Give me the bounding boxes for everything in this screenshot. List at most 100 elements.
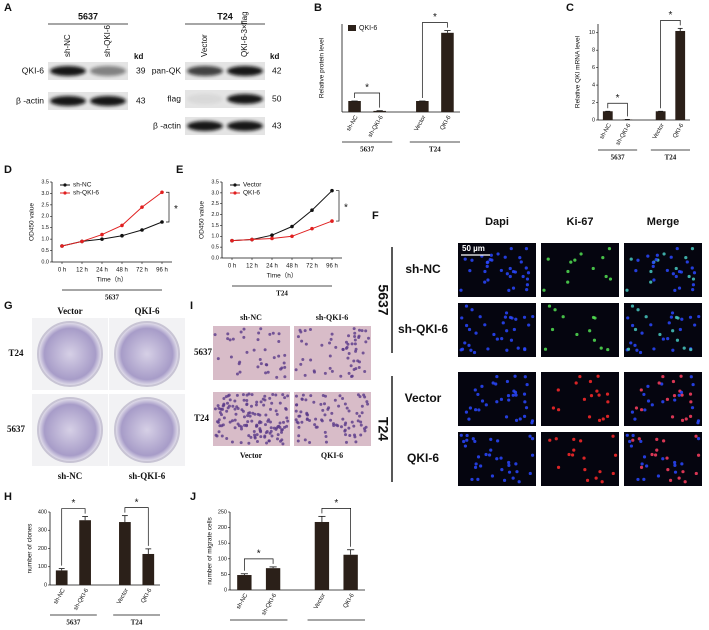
migrated-cell [353,435,357,439]
nucleus [473,439,477,444]
nucleus [512,327,516,332]
migrated-cell [256,365,260,369]
nucleus [645,464,649,468]
migrated-cell [280,428,284,432]
migrated-cell [282,361,286,365]
nucleus [673,460,677,465]
migrated-cell [361,351,365,355]
nucleus [680,317,684,321]
x-tick-label: 0 h [58,268,66,274]
nucleus [655,437,659,441]
migrated-cell [304,342,308,346]
legend-swatch [348,25,356,31]
point [230,238,234,243]
nucleus [689,400,693,404]
panel-letter: E [176,164,183,176]
nucleus [650,403,654,407]
migrated-cell [246,414,250,418]
micrograph [458,372,536,426]
nucleus [690,266,694,270]
migrated-cell [213,407,217,411]
significance-label: * [365,83,369,94]
bar [602,111,613,120]
y-axis-label: number of clones [27,523,34,574]
migrated-cell [281,442,285,446]
nucleus [657,381,661,385]
bar [348,101,361,112]
migrated-cell [283,375,287,379]
significance-label: * [135,497,139,508]
migrated-cell [343,423,347,427]
migrated-cell [274,409,278,413]
nucleus [484,452,488,457]
point [60,244,64,248]
nucleus [611,434,615,438]
legend-marker [233,183,237,187]
nucleus [468,406,473,410]
significance-bracket [660,20,681,109]
migrated-cell [265,441,269,445]
nucleus [639,465,644,469]
migrated-cell [283,365,287,369]
x-tick-label: sh-NC [599,122,613,140]
nucleus [601,256,605,260]
migrated-cell [265,430,269,434]
column-header: sh-NC [240,313,262,322]
nucleus [637,437,641,441]
migrated-cell [358,414,362,418]
migrated-cell [263,435,267,439]
migrated-cell [354,440,358,444]
group-label: T24 [276,290,288,298]
migrated-cell [350,375,354,379]
legend-marker [233,191,237,195]
nucleus [689,375,693,379]
nucleus [495,457,499,461]
dish [114,321,180,387]
nucleus [640,331,644,335]
migrated-cell [240,427,244,431]
migrated-cell [233,426,237,430]
column-footer: Vector [240,451,263,460]
nucleus [579,439,583,443]
kd-header: kd [270,52,279,61]
nucleus [508,315,513,320]
migrated-cell [303,373,307,377]
migrated-cell [222,416,226,420]
nucleus [652,347,656,351]
nucleus [566,280,570,284]
significance-label: * [71,498,75,509]
nucleus [556,465,561,469]
migrated-cell [246,420,250,424]
panel-letter: I [190,300,193,312]
row-label: Vector [405,391,442,405]
migrated-cell [255,433,259,437]
migrated-cell [230,419,234,423]
migrated-cell [233,399,237,403]
nucleus [472,350,477,355]
y-tick-label: 0.0 [41,259,49,265]
nucleus [675,338,680,342]
y-tick-label: 3.5 [211,179,219,185]
migrated-cell [308,327,312,331]
nucleus [496,252,500,256]
migrated-cell [348,434,352,438]
point [100,237,104,241]
nucleus [680,418,685,422]
migrated-cell [235,372,239,376]
nucleus [690,247,695,251]
point [290,234,294,239]
blot-row-label: β -actin [153,120,181,130]
nucleus [604,274,608,279]
nucleus [662,252,666,256]
migrated-cell [239,330,243,334]
nucleus [476,392,480,397]
migrated-cell [362,393,366,397]
migrated-cell [271,392,275,396]
series-line [231,220,333,242]
nucleus [658,332,662,337]
nucleus [693,323,697,327]
migrated-cell [347,371,351,375]
migrated-cell [226,394,230,398]
migrated-cell [269,429,273,433]
nucleus [673,398,677,402]
